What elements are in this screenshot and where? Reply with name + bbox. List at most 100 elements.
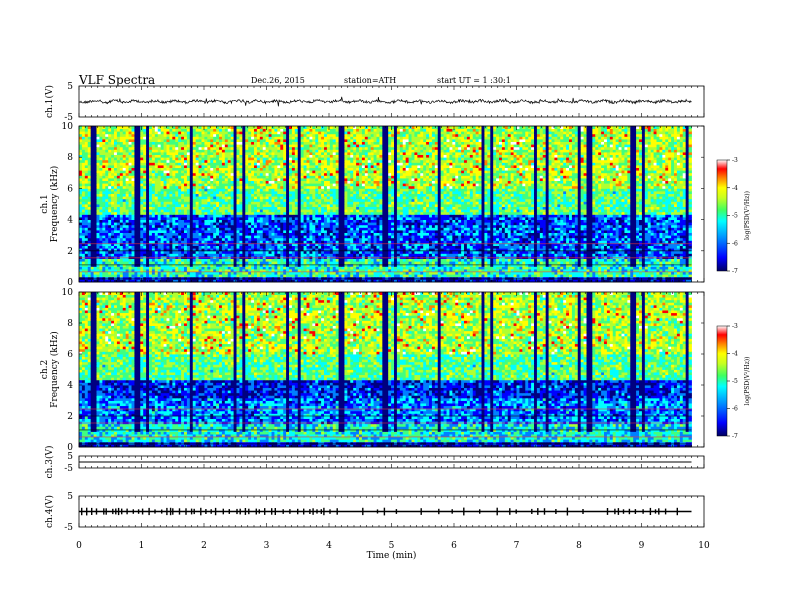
ch4-pulse-mark	[312, 508, 314, 515]
ch4-pulse-mark	[86, 507, 88, 516]
ch4-pulse-mark	[297, 508, 299, 515]
ch4-pulse-mark	[214, 507, 217, 516]
ch4-pulse-mark	[323, 507, 325, 516]
ch4-pulse-mark	[236, 508, 238, 515]
ch4-pulse-mark	[154, 509, 156, 514]
x-tick-label: 3	[264, 541, 270, 551]
ch4-pulse-mark	[103, 508, 105, 515]
y-tick-label: 0	[67, 443, 73, 453]
date-label: Dec.26, 2015	[251, 76, 305, 85]
ch4-pulse-mark	[185, 508, 187, 515]
colorbar-tick-label: -7	[732, 268, 738, 275]
ch4-pulse-mark	[438, 508, 440, 515]
ch4-pulse-mark	[362, 507, 364, 516]
colorbar-tick-label: -3	[732, 323, 738, 330]
y-tick-label: 4	[67, 216, 73, 226]
colorbar-tick-label: -7	[732, 433, 738, 440]
ch4-pulse-mark	[664, 508, 667, 515]
ch4-pulse-mark	[642, 509, 644, 514]
ch4-pulse-mark	[239, 508, 241, 515]
y-tick-label: -5	[64, 464, 73, 474]
colorbar-label: log(PSD(V²/Hz))	[744, 191, 751, 240]
figure-title: VLF Spectra	[79, 73, 155, 87]
spectrogram-cells-1	[79, 126, 692, 283]
ch4-pulse-mark	[205, 509, 207, 514]
y-tick-label: 10	[62, 288, 74, 298]
y-tick-label: -5	[64, 523, 73, 533]
ch4-pulse-mark	[555, 509, 557, 514]
y-axis-label: ch.1(V)	[44, 85, 55, 118]
ch4-pulse-mark	[95, 508, 98, 515]
ch4-pulse-mark	[200, 507, 202, 516]
ch4-pulse-mark	[395, 509, 398, 514]
y-tick-label: 6	[67, 350, 73, 360]
ch4-pulse-mark	[255, 508, 257, 515]
ch4-pulse-mark	[383, 507, 386, 516]
ch4-pulse-mark	[617, 508, 620, 515]
ch4-pulse-mark	[210, 509, 212, 514]
x-tick-label: 4	[326, 541, 332, 551]
ch4-pulse-mark	[178, 508, 181, 515]
ch4-pulse-mark	[137, 509, 140, 514]
colorbar-tick-label: -5	[732, 213, 738, 220]
x-tick-label: 7	[514, 541, 520, 551]
x-tick-label: 2	[201, 541, 207, 551]
ch4-pulse-mark	[309, 509, 311, 514]
ch4-pulse-mark	[271, 508, 273, 515]
ch4-pulse-mark	[248, 508, 250, 515]
colorbar-tick-label: -3	[732, 157, 738, 164]
ch4-pulse-mark	[622, 509, 625, 514]
y-axis-label: ch.4(V)	[44, 495, 55, 528]
y-tick-label: 10	[62, 122, 74, 132]
colorbar-tick-label: -6	[732, 240, 738, 247]
y-tick-label: 5	[67, 492, 73, 502]
colorbar-tick-label: -5	[732, 378, 738, 385]
ch4-pulse-mark	[376, 509, 379, 514]
ch4-pulse-mark	[169, 507, 172, 516]
ch4-pulse-mark	[148, 507, 150, 516]
ch4-pulse-mark	[634, 509, 637, 514]
colorbar-1	[716, 159, 728, 272]
ch4-pulse-mark	[320, 509, 322, 514]
ch4-pulse-mark	[531, 508, 533, 514]
ch4-pulse-mark	[172, 508, 174, 515]
y-tick-label: -5	[64, 113, 73, 123]
y-tick-label: 4	[67, 381, 73, 391]
ch4-pulse-mark	[329, 509, 331, 514]
ch4-pulse-mark	[112, 508, 114, 515]
ch4-pulse-mark	[649, 507, 652, 515]
spectrogram-cells-2	[79, 292, 692, 448]
y-tick-label: 5	[67, 452, 73, 462]
ch4-pulse-mark	[274, 508, 276, 515]
ch4-pulse-mark	[166, 507, 168, 516]
ch4-pulse-mark	[161, 509, 163, 514]
colorbar-tick-label: -4	[732, 351, 738, 358]
ch4-pulse-mark	[222, 508, 224, 515]
start-time-label: start UT = 1 :30:1	[437, 76, 511, 85]
ch4-pulse-mark	[582, 509, 584, 514]
x-tick-label: 8	[576, 541, 582, 551]
x-tick-label: 1	[139, 541, 145, 551]
ch4-pulse-mark	[244, 508, 247, 515]
ch1-signal-line	[78, 96, 692, 107]
ch4-pulse-mark	[543, 508, 546, 515]
colorbar-2	[716, 325, 728, 437]
y-tick-label: 2	[67, 247, 73, 257]
y-tick-label: 8	[67, 319, 73, 329]
y-axis-label-channel: ch.1	[40, 194, 50, 213]
ch4-pulse-mark	[126, 508, 128, 515]
ch4-pulse-mark	[193, 508, 195, 515]
ch4-pulse-mark	[614, 508, 616, 515]
ch4-pulse-mark	[676, 507, 678, 516]
colorbar-label: log(PSD(V²/Hz))	[744, 357, 751, 406]
x-tick-label: 5	[389, 541, 395, 551]
ch4-pulse-mark	[451, 509, 453, 514]
ch4-pulse-mark	[105, 508, 107, 515]
ch4-pulse-mark	[658, 508, 660, 515]
x-tick-label: 9	[639, 541, 645, 551]
ch4-pulse-mark	[132, 509, 134, 514]
y-tick-label: 8	[67, 153, 73, 163]
ch4-pulse-mark	[115, 508, 117, 515]
x-tick-label: 6	[451, 541, 457, 551]
